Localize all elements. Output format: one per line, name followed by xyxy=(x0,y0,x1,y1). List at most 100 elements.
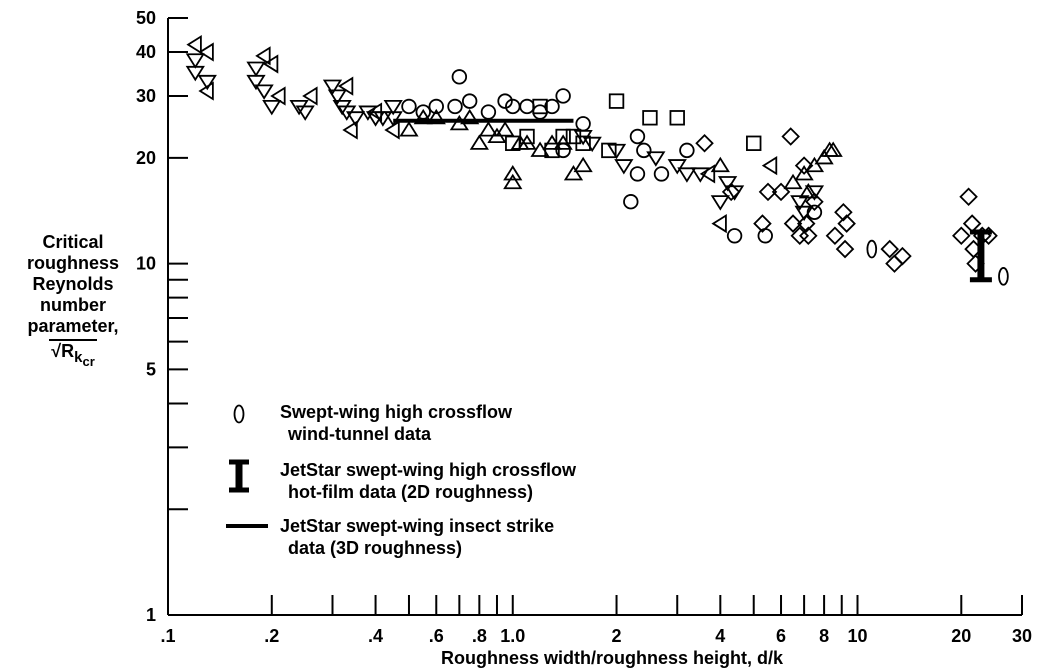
triangle-down-marker xyxy=(327,89,348,105)
diamond-marker xyxy=(962,214,982,233)
square-marker xyxy=(642,110,658,126)
triangle-down-marker xyxy=(295,105,315,121)
diamond-marker xyxy=(825,226,845,246)
triangle-left-marker xyxy=(384,120,400,140)
triangle-up-marker xyxy=(783,173,803,190)
x-tick-label: 30 xyxy=(1012,626,1032,646)
square-marker xyxy=(532,98,548,115)
triangle-left-marker xyxy=(337,76,354,96)
triangle-left-marker xyxy=(366,102,383,122)
y-axis-title-line: Critical xyxy=(42,232,104,252)
triangle-left-marker xyxy=(711,213,727,234)
triangle-left-marker xyxy=(255,46,271,66)
triangle-down-marker xyxy=(582,136,602,153)
square-marker xyxy=(669,110,685,126)
diamond-marker xyxy=(959,187,978,207)
triangle-left-marker xyxy=(186,34,202,55)
circle-marker xyxy=(575,116,591,132)
triangle-up-marker xyxy=(478,121,499,137)
x-tick-label: .6 xyxy=(429,626,444,646)
triangle-left-marker xyxy=(198,42,214,62)
diamond-marker xyxy=(695,134,714,153)
x-tick-label: 1.0 xyxy=(500,626,525,646)
legend-label: hot-film data (2D roughness) xyxy=(288,482,533,502)
x-tick-label: 6 xyxy=(776,626,786,646)
y-axis-symbol-sub: k xyxy=(74,348,83,366)
diamond-marker xyxy=(834,202,853,222)
y-tick-label: 30 xyxy=(136,86,156,106)
y-tick-label: 50 xyxy=(136,8,156,28)
x-tick-label: .1 xyxy=(160,626,175,646)
circle-marker xyxy=(629,166,646,182)
circle-marker xyxy=(428,98,444,115)
x-axis-title: Roughness width/roughness height, d/k xyxy=(441,648,784,668)
y-tick-label: 5 xyxy=(146,359,156,379)
circle-marker xyxy=(636,142,652,159)
triangle-down-marker xyxy=(383,99,403,116)
y-axis-symbol-subsub: cr xyxy=(82,353,95,369)
triangle-up-marker xyxy=(503,173,523,190)
diamond-marker xyxy=(835,239,855,259)
triangle-down-marker xyxy=(322,79,343,96)
triangle-left-marker xyxy=(342,120,358,140)
diamond-marker xyxy=(783,214,803,233)
diamond-marker xyxy=(796,214,816,233)
x-tick-label: 8 xyxy=(819,626,829,646)
diamond-marker xyxy=(753,214,772,233)
square-marker xyxy=(519,128,535,145)
legend-label: Swept-wing high crossflow xyxy=(280,402,513,422)
square-marker xyxy=(555,128,571,145)
square-marker xyxy=(601,142,617,159)
range-bar xyxy=(969,229,992,283)
axes xyxy=(167,18,1022,616)
diamond-marker xyxy=(885,254,904,273)
circle-marker xyxy=(623,194,639,210)
triangle-up-marker xyxy=(399,121,419,137)
y-axis-title-line: number xyxy=(39,295,106,315)
legend-item: JetStar swept-wing high crossflowhot-fil… xyxy=(229,459,577,502)
triangle-up-marker xyxy=(460,108,480,125)
x-tick-label: 20 xyxy=(951,626,971,646)
triangle-down-marker xyxy=(677,167,697,183)
circle-marker xyxy=(451,69,468,85)
diamond-marker xyxy=(880,239,899,259)
circle-marker xyxy=(653,166,670,182)
circle-marker xyxy=(726,228,743,244)
legend-oval-icon xyxy=(233,404,245,424)
legend-label: JetStar swept-wing insect strike xyxy=(280,516,554,536)
circle-marker xyxy=(497,93,513,109)
legend-label: JetStar swept-wing high crossflow xyxy=(280,460,577,480)
triangle-up-marker xyxy=(563,165,584,181)
diamond-marker xyxy=(794,156,814,175)
triangle-left-marker xyxy=(262,54,279,74)
circle-marker xyxy=(447,98,463,115)
circle-marker xyxy=(461,93,478,109)
circle-marker xyxy=(544,98,560,115)
y-axis-symbol-main: √R xyxy=(51,341,75,361)
triangle-down-marker xyxy=(246,61,266,78)
square-marker xyxy=(544,142,560,159)
diamond-marker xyxy=(771,182,791,202)
y-tick-label: 10 xyxy=(136,254,156,274)
y-axis-title-line: Reynolds xyxy=(32,274,114,294)
square-marker xyxy=(575,135,591,151)
diamond-marker xyxy=(758,182,778,202)
legend-label: wind-tunnel data xyxy=(287,424,432,444)
triangle-up-marker xyxy=(814,148,834,165)
triangle-down-marker xyxy=(710,195,730,211)
circle-marker xyxy=(401,98,417,115)
triangle-down-marker xyxy=(246,74,266,91)
data-marks xyxy=(185,34,1009,286)
triangle-up-marker xyxy=(503,165,523,181)
y-axis-title: Critical roughness Reynolds number param… xyxy=(8,232,138,372)
y-tick-label: 40 xyxy=(136,42,156,62)
legend-label: data (3D roughness) xyxy=(288,538,462,558)
y-axis-title-line: parameter, xyxy=(27,316,119,336)
triangle-left-marker xyxy=(302,86,318,106)
ticks: .1 .2 .4 .6 .8 1.0 2 4 6 8 10 20 30 1 5 10 20 30 40 50 xyxy=(136,8,1032,646)
x-tick-label: 4 xyxy=(715,626,725,646)
triangle-up-marker xyxy=(798,182,818,199)
diamond-marker xyxy=(805,192,824,212)
